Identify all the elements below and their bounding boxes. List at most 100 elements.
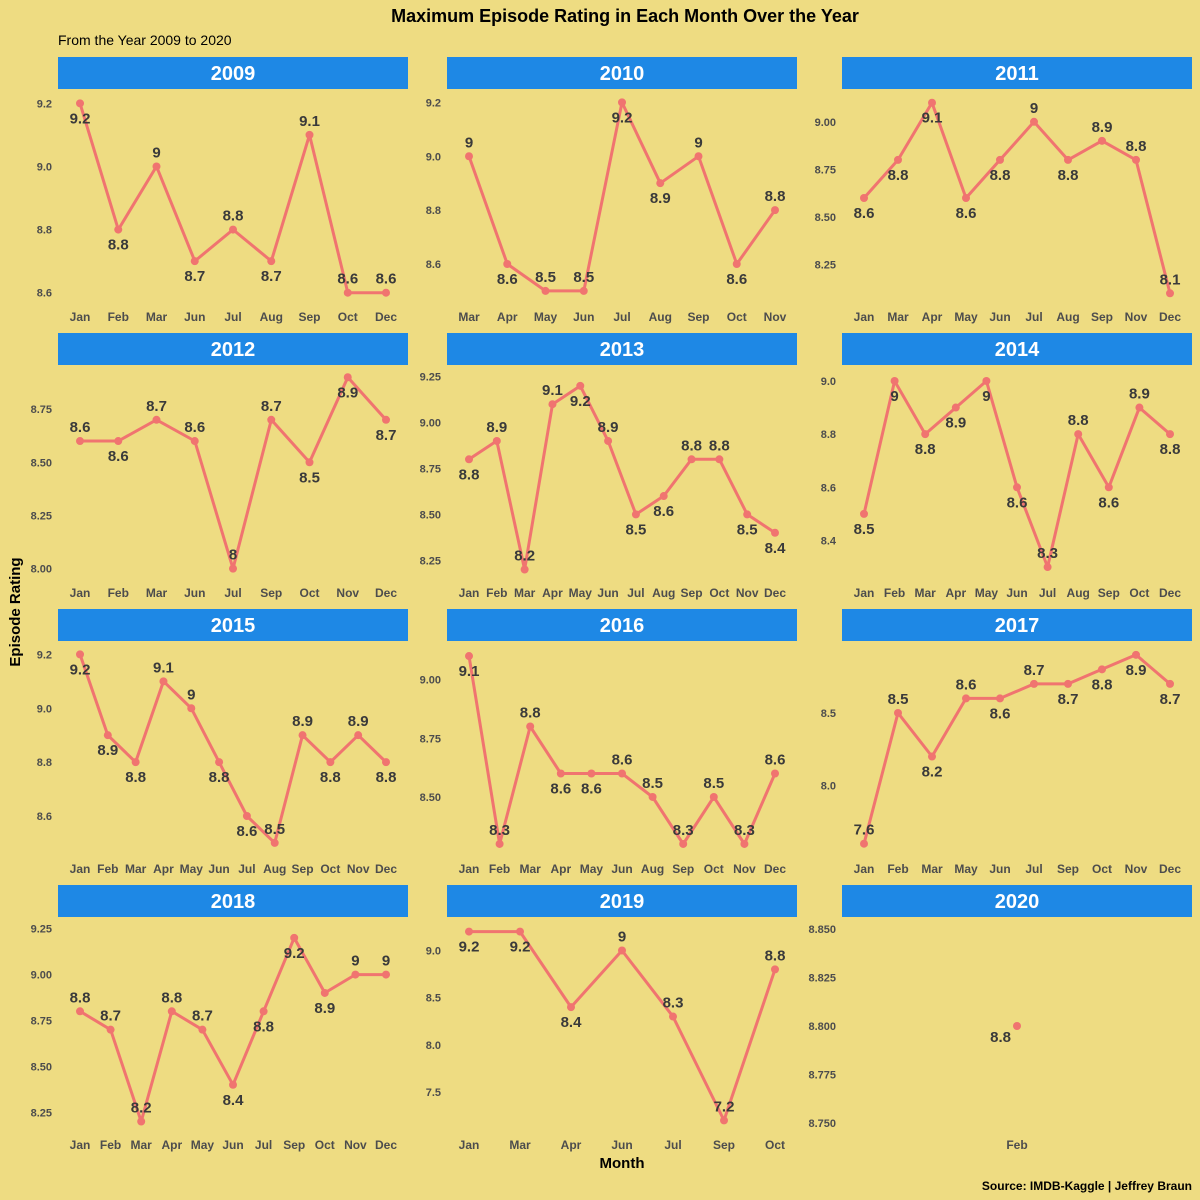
x-tick-label: Jan [70,586,91,600]
data-label: 8.8 [888,167,909,184]
data-label: 9.1 [922,110,943,127]
data-point [76,437,84,446]
data-point [771,528,779,537]
x-tick-label: Dec [764,586,786,600]
data-point [1098,665,1106,674]
x-tick-label: May [975,586,999,600]
data-label: 8.8 [253,1018,274,1035]
y-tick-label: 8.6 [426,259,441,271]
facet-strip [58,885,408,917]
x-tick-label: Dec [1159,310,1181,324]
y-tick-label: 8.50 [815,212,836,224]
x-tick-label: May [569,586,593,600]
data-label: 8.6 [1098,494,1119,511]
x-tick-label: Sep [1091,310,1113,324]
data-point [187,704,196,713]
facet-panel-2012: 2012 8.00 8.25 8.50 8.75 Jan Feb Mar Jun Jul Sep Oc… [31,333,408,600]
data-point [709,792,718,801]
data-label: 8.2 [922,764,943,781]
chart-title: Maximum Episode Rating in Each Month Ove… [391,6,859,26]
x-tick-label: Mar [146,310,168,324]
data-point [579,286,588,295]
data-label: 9 [351,953,359,970]
data-label: 8.8 [209,769,230,786]
series-line [469,930,777,1122]
data-point [190,437,199,446]
data-point [465,927,473,936]
y-tick-label: 9.2 [37,98,52,110]
x-tick-label: Mar [509,1138,531,1152]
x-tick-label: Nov [344,1138,367,1152]
x-tick-label: Aug [1056,310,1079,324]
x-tick-label: May [954,310,978,324]
y-tick-label: 8.50 [31,457,52,469]
data-point [548,400,557,409]
data-point [152,162,161,171]
data-point [604,436,613,445]
data-point [76,650,84,659]
y-tick-label: 9.0 [821,376,836,388]
data-label: 8.4 [223,1092,245,1109]
x-tick-label: Feb [1006,1138,1027,1152]
x-tick-label: Mar [125,862,147,876]
data-label: 8.7 [261,268,282,285]
data-label: 8.1 [1160,271,1181,288]
x-tick-label: Jan [70,310,91,324]
x-tick-label: May [580,862,604,876]
data-label: 8.6 [184,419,205,436]
facet-strip [58,609,408,641]
x-tick-label: Oct [704,862,724,876]
data-point [229,225,237,234]
x-tick-label: Nov [336,586,359,600]
data-point [587,769,596,778]
x-tick-label: Feb [97,862,118,876]
x-tick-label: Oct [299,586,319,600]
facet-strip-label: 2019 [600,891,645,913]
x-tick-label: Apr [497,310,518,324]
data-point [860,194,868,202]
data-point [267,415,276,424]
x-tick-label: Jun [989,310,1010,324]
data-label: 8.8 [1068,412,1089,429]
x-tick-label: Jun [597,586,618,600]
data-point [495,839,504,848]
data-label: 8.7 [192,1008,213,1025]
data-point [503,259,512,268]
data-label: 9 [187,686,195,703]
data-point [382,758,390,767]
x-tick-label: Jan [70,862,91,876]
data-point [526,722,535,731]
series-line [468,384,776,571]
data-label: 8.8 [520,705,541,722]
data-point [996,694,1004,703]
data-point [1166,289,1174,298]
x-tick-label: Sep [1098,586,1120,600]
data-label: 9.2 [284,945,305,962]
x-tick-label: Feb [884,586,905,600]
data-point [131,758,140,767]
x-tick-label: Oct [1092,862,1112,876]
data-point [270,838,279,847]
data-point [1166,679,1174,688]
x-axis-title: Month [600,1155,645,1172]
data-label: 8.3 [663,995,684,1012]
data-label: 8.8 [915,441,936,458]
data-label: 9 [465,134,473,151]
x-tick-label: Dec [375,586,397,600]
data-label: 8.7 [100,1008,121,1025]
data-point [541,286,550,295]
data-point [715,455,724,464]
x-tick-label: Aug [641,862,664,876]
data-label: 8 [229,547,237,564]
data-label: 8.9 [598,419,619,436]
data-point [351,970,360,979]
x-tick-label: Jan [854,862,875,876]
x-tick-label: Nov [733,862,756,876]
y-tick-label: 8.800 [808,1021,836,1033]
x-tick-label: Sep [713,1138,735,1152]
x-tick-label: Mar [915,586,937,600]
x-tick-label: May [954,862,978,876]
data-point [618,98,626,107]
y-tick-label: 8.775 [808,1070,836,1082]
data-point [1098,136,1106,145]
